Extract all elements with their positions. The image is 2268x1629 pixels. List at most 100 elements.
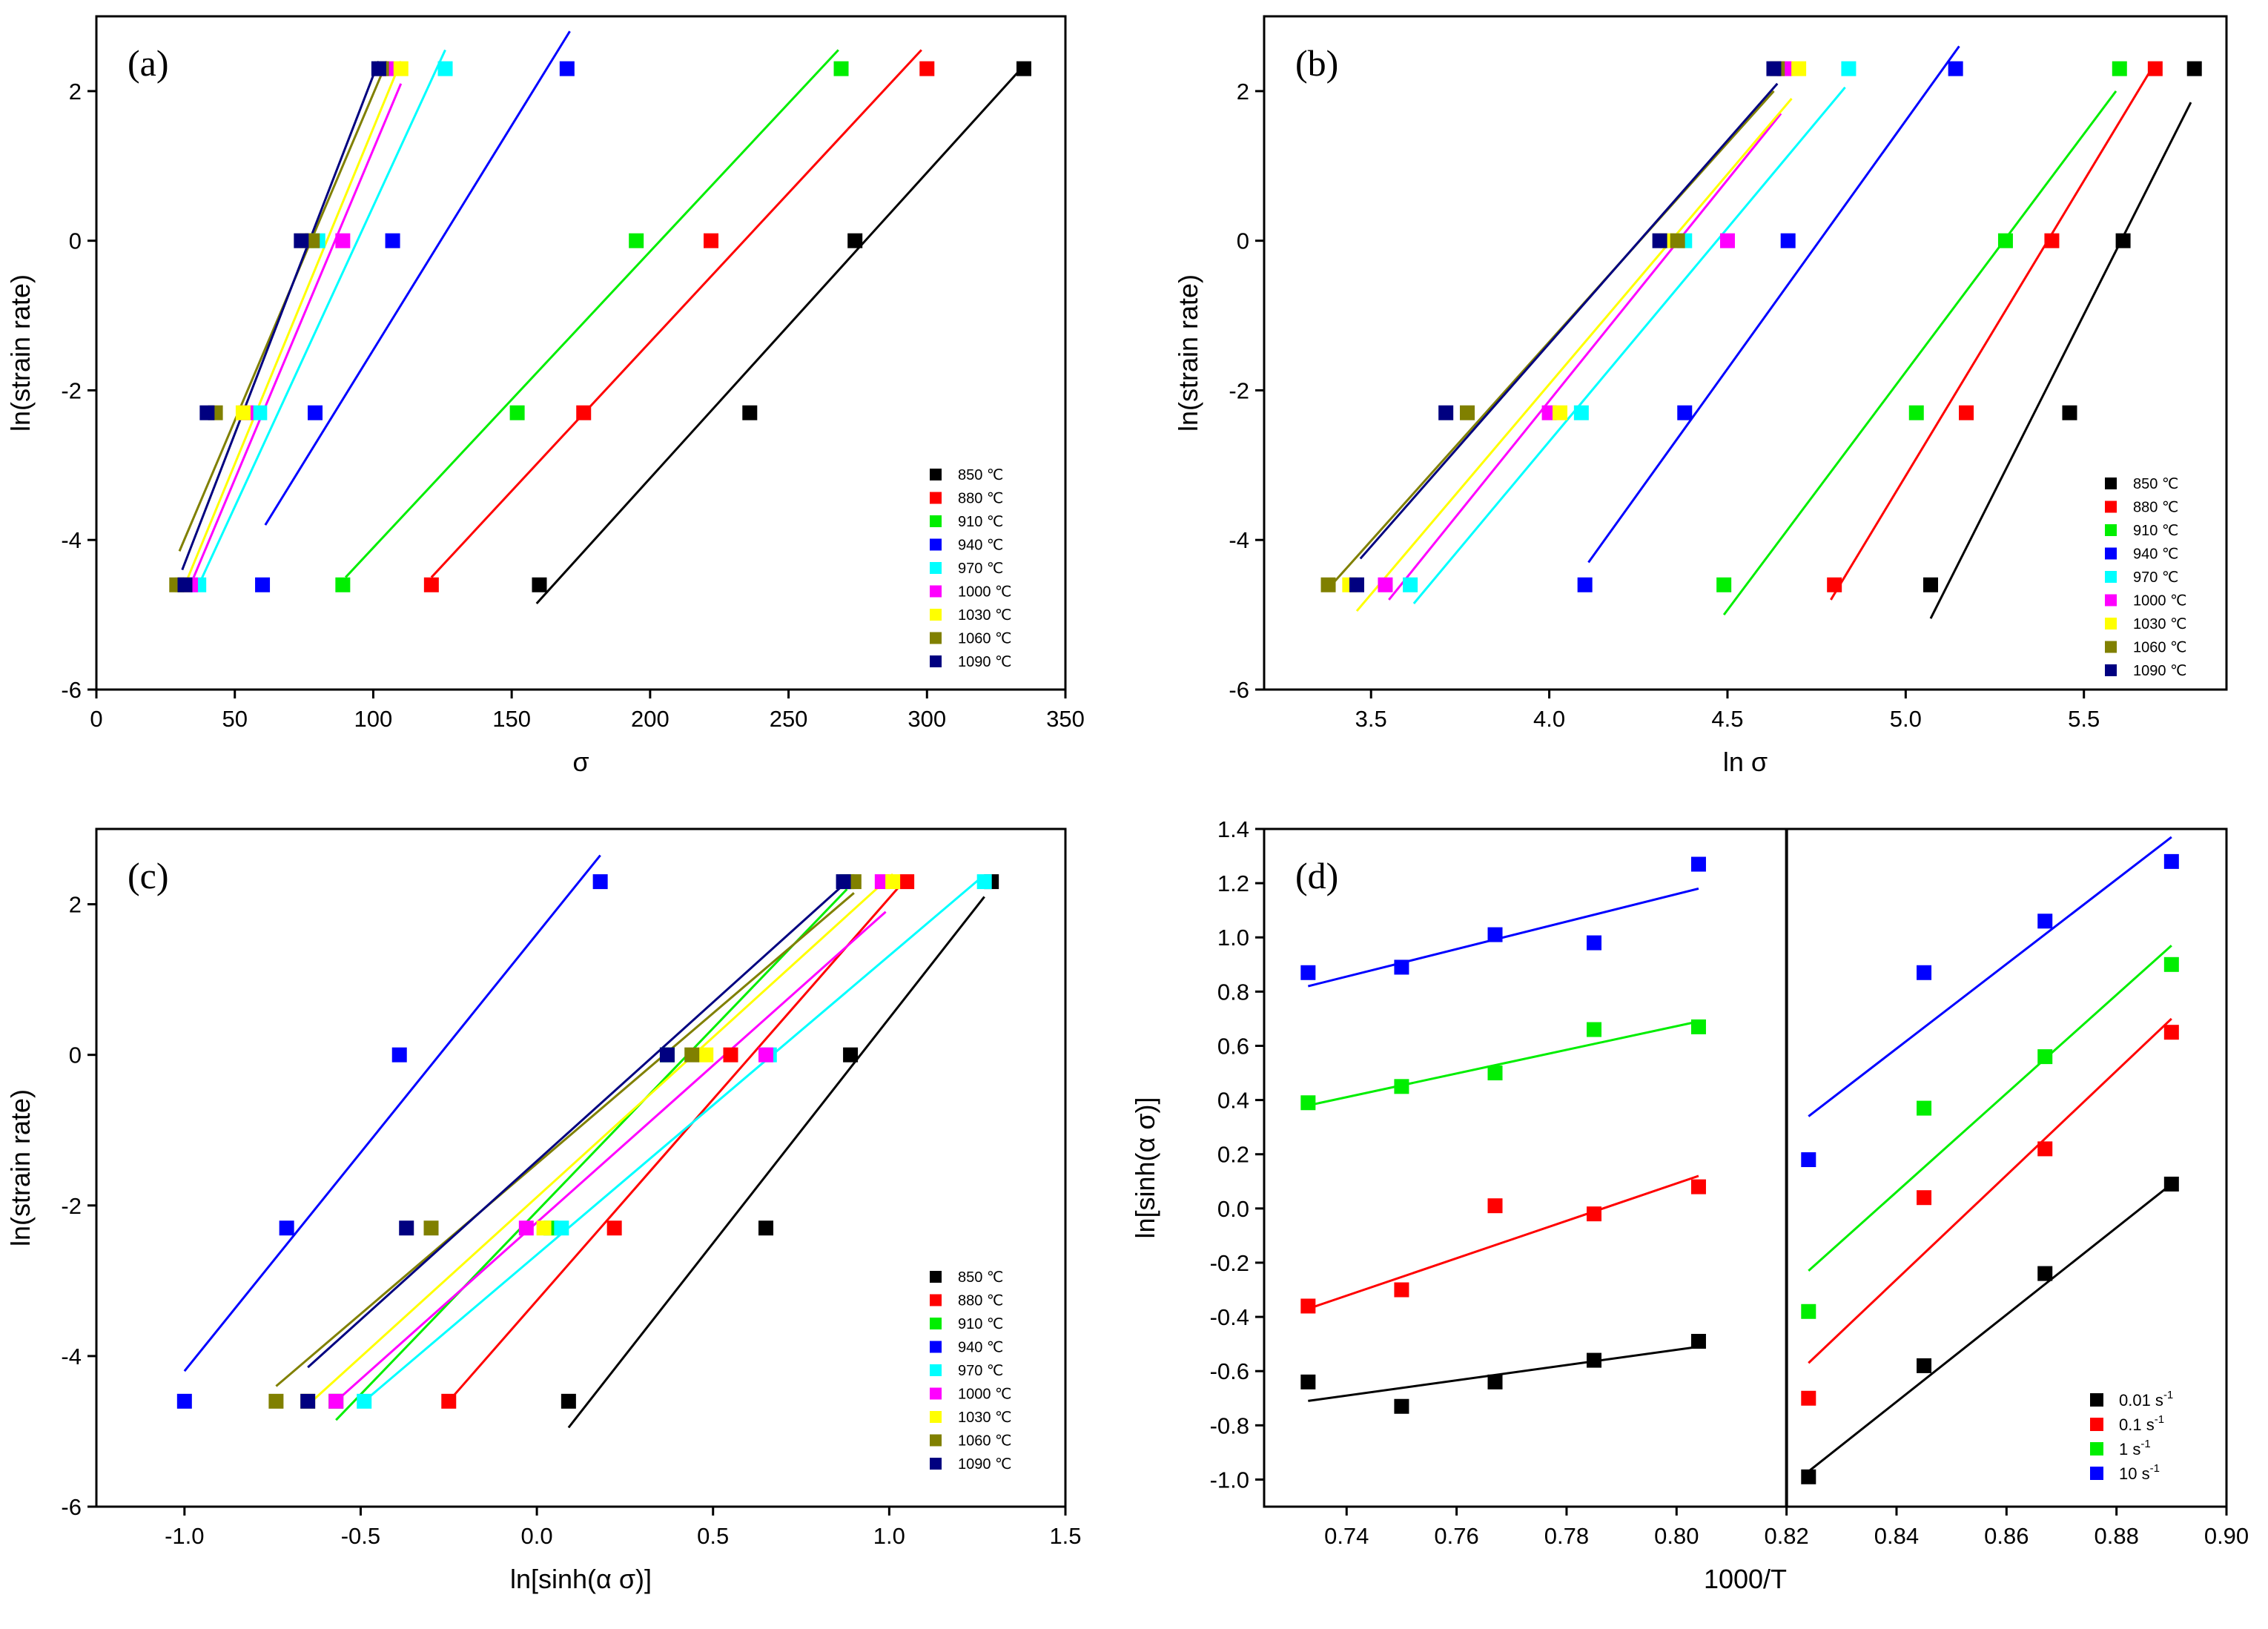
data-point-right-1-1 (1917, 1190, 1932, 1206)
legend-marker (930, 515, 942, 527)
legend-marker (2105, 478, 2117, 489)
data-point-8-2 (659, 1047, 675, 1063)
fit-line-8 (181, 60, 380, 571)
y-tick-label: -4 (61, 527, 82, 553)
y-tick-label: -6 (1229, 677, 1249, 703)
panel-d: 0.74 0.76 0.78 0.80 0.82 0.84 0.86 0.88 0.90 -1.0… (1130, 816, 2249, 1594)
data-point-0-0 (1922, 577, 1938, 592)
data-point-right-2-0 (1801, 1303, 1816, 1319)
legend-marker (930, 1341, 942, 1353)
legend-marker (930, 1411, 942, 1423)
panel-label: (d) (1295, 855, 1338, 896)
data-point-left-3-4 (1690, 856, 1706, 872)
legend-label: 1030 ℃ (958, 1410, 1012, 1426)
fit-line-right-0 (1808, 1183, 2172, 1473)
fit-line-0 (1929, 102, 2192, 619)
legend-label: 10 s-1 (2119, 1462, 2160, 1483)
data-point-right-0-2 (2037, 1266, 2053, 1281)
data-point-2-1 (1908, 405, 1924, 420)
data-point-8-0 (1349, 577, 1364, 592)
x-tick-label: 100 (354, 706, 393, 732)
legend-label: 1030 ℃ (2133, 616, 2187, 632)
fit-line-left-1 (1307, 1174, 1699, 1310)
data-point-7-1 (1460, 405, 1475, 420)
data-point-8-1 (399, 1220, 414, 1236)
legend-marker (2105, 618, 2117, 630)
data-point-0-2 (2115, 233, 2131, 248)
data-point-right-1-0 (1801, 1390, 1816, 1406)
data-point-2-3 (2112, 61, 2127, 76)
legend-marker (930, 562, 942, 574)
data-point-left-2-3 (1587, 1022, 1602, 1037)
x-axis-title: ln σ (1723, 747, 1768, 777)
data-point-2-1 (509, 405, 525, 420)
data-point-1-2 (2044, 233, 2060, 248)
data-point-left-3-3 (1587, 935, 1602, 951)
data-point-8-0 (177, 577, 193, 592)
data-point-3-1 (279, 1220, 294, 1236)
data-point-0-0 (532, 577, 547, 592)
legend-label-main: 0.01 s (2119, 1391, 2163, 1410)
legend-marker (930, 609, 942, 621)
data-point-5-0 (328, 1393, 344, 1409)
fit-line-4 (363, 876, 982, 1402)
data-point-1-2 (704, 233, 719, 248)
legend-marker (2090, 1393, 2103, 1407)
legend-marker (930, 1364, 942, 1376)
data-point-3-3 (559, 61, 575, 76)
data-point-6-1 (235, 405, 251, 420)
data-point-0-3 (1016, 61, 1031, 76)
data-point-3-3 (592, 874, 608, 890)
data-point-8-2 (294, 233, 309, 248)
y-axis-title: ln(strain rate) (5, 1089, 36, 1246)
data-point-0-1 (742, 405, 758, 420)
legend-marker (2105, 641, 2117, 653)
data-point-right-2-3 (2163, 956, 2179, 972)
legend-label: 1000 ℃ (958, 584, 1012, 601)
data-point-1-0 (423, 577, 439, 592)
data-point-0-1 (2062, 405, 2077, 420)
y-tick-label: 0.0 (1217, 1196, 1249, 1222)
fit-line-3 (1587, 45, 1960, 564)
x-tick-label: 0.82 (1764, 1523, 1808, 1549)
data-point-6-3 (393, 61, 409, 76)
data-point-1-1 (1959, 405, 1974, 420)
legend-label: 0.01 s-1 (2119, 1389, 2173, 1410)
fit-line-1 (448, 877, 908, 1402)
data-point-left-2-2 (1487, 1065, 1503, 1081)
legend-marker (930, 1434, 942, 1447)
fit-line-5 (335, 911, 887, 1402)
legend-label: 1090 ℃ (2133, 663, 2187, 679)
data-point-4-3 (1841, 61, 1857, 76)
legend-label: 1060 ℃ (958, 631, 1012, 647)
data-point-0-2 (843, 1047, 859, 1063)
legend-marker (930, 492, 942, 504)
data-point-2-0 (335, 577, 351, 592)
y-tick-label: -2 (61, 1193, 82, 1219)
legend-label-main: 10 s (2119, 1464, 2150, 1483)
fit-line-left-3 (1307, 887, 1699, 988)
legend-label: 850 ℃ (958, 1269, 1003, 1286)
data-point-4-0 (357, 1393, 372, 1409)
data-point-3-2 (385, 233, 400, 248)
data-point-8-3 (1766, 61, 1782, 76)
data-point-4-0 (1403, 577, 1418, 592)
x-tick-label: 5.5 (2068, 706, 2100, 732)
y-tick-label: -6 (61, 677, 82, 703)
data-point-3-2 (1780, 233, 1796, 248)
data-point-5-0 (1378, 577, 1393, 592)
data-point-3-0 (255, 577, 271, 592)
legend-label: 1090 ℃ (958, 1456, 1012, 1473)
x-tick-label: 0.80 (1654, 1523, 1699, 1549)
y-tick-label: 1.2 (1217, 870, 1249, 896)
data-point-3-0 (1577, 577, 1593, 592)
data-point-8-1 (199, 405, 215, 420)
data-point-2-3 (833, 61, 849, 76)
legend-marker (2105, 547, 2117, 560)
y-tick-label: -2 (61, 377, 82, 403)
data-point-left-0-4 (1690, 1333, 1706, 1349)
legend-label: 1000 ℃ (958, 1387, 1012, 1403)
legend-marker (2090, 1418, 2103, 1431)
fit-line-6 (184, 60, 403, 586)
data-point-left-3-2 (1487, 927, 1503, 942)
